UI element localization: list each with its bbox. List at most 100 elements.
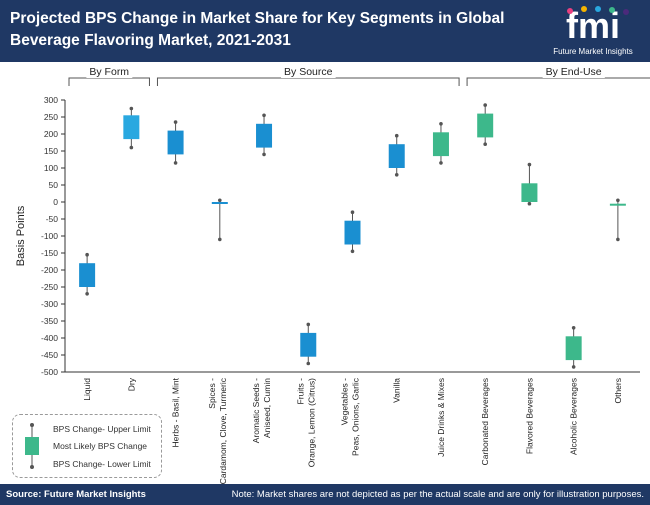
y-tick-label: -350 [41,316,58,326]
category-label: Liquid [82,378,92,401]
chart-title: Projected BPS Change in Market Share for… [10,10,505,49]
legend-likely-label: Most Likely BPS Change [53,441,148,451]
upper-limit-point [85,252,89,257]
upper-limit-point [129,106,134,111]
lower-limit-point [218,237,222,242]
lower-limit-point [306,361,311,366]
logo-dot-purple [623,9,629,15]
category-label: Dry [126,377,136,391]
category-label: Aniseed, Cumin [262,378,272,438]
category-label: Spices - [207,378,217,409]
likely-box [477,113,494,138]
likely-box [256,123,273,148]
group-label-bg [542,66,605,78]
category-label: Alcoholic Beverages [569,378,579,455]
group-label-bg [86,66,133,78]
group-label: By Source [284,66,333,78]
note-text: Note: Market shares are not depicted as … [231,489,644,500]
y-axis-title: Basis Points [15,205,27,266]
upper-limit-point [527,162,532,167]
y-tick-label: 250 [44,112,58,122]
y-tick-label: -50 [46,214,59,224]
y-tick-label: -150 [41,248,58,258]
upper-limit-point [394,133,399,138]
group-bracket [466,77,650,86]
category-label: Juice Drinks & Mixes [436,378,446,457]
upper-limit-point [173,120,178,124]
group-label: By Form [89,66,129,78]
upper-limit-point [571,326,576,330]
y-tick-label: 50 [49,180,59,190]
upper-limit-point [483,103,487,107]
likely-box [211,202,228,204]
group-label: By End-Use [546,66,602,78]
y-tick-label: 150 [44,146,58,156]
logo-dot-sky [595,6,601,12]
y-tick-label: 300 [44,95,58,105]
likely-box [609,203,626,206]
category-label: Orange, Lemon (Citrus) [306,378,316,467]
lower-limit-point [85,292,89,296]
y-tick-label: -100 [41,231,58,241]
likely-box [388,144,405,168]
category-label: Peas, Onions, Garlic [351,377,361,456]
category-label: Carbonated Beverages [480,378,490,465]
lower-limit-point [173,161,178,165]
category-label: Fruits - [295,378,305,405]
header-bar: Projected BPS Change in Market Share for… [0,0,650,62]
legend: BPS Change- Upper Limit Most Likely BPS … [12,414,162,478]
likely-box [344,220,361,245]
y-tick-label: -400 [41,333,58,343]
y-tick-label: -250 [41,282,58,292]
y-tick-label: -450 [41,350,58,360]
lower-limit-point [350,249,355,254]
lower-limit-point [262,152,266,157]
lower-limit-point [129,145,134,150]
group-bracket [156,77,460,86]
upper-limit-point [350,210,355,214]
upper-limit-point [262,113,266,118]
category-label: Vanilla [392,378,402,403]
lower-limit-point [394,173,399,177]
lower-limit-point [616,237,620,242]
upper-limit-point [439,122,443,126]
y-tick-label: 200 [44,129,58,139]
legend-upper-label: BPS Change- Upper Limit [53,424,151,434]
logo-dot-green [609,7,615,13]
logo-dot-yellow [581,6,587,12]
category-label: Vegetables - [340,378,350,425]
lower-limit-point [527,201,532,206]
footer-bar: Source: Future Market Insights Note: Mar… [0,484,650,505]
group-bracket [68,77,150,86]
category-label: Cardamom, Clove, Turmeric [218,377,228,484]
category-label: Others [613,378,623,404]
source-text: Source: Future Market Insights [6,489,146,500]
upper-limit-point [616,198,620,203]
likely-box [79,263,96,287]
lower-limit-point [439,161,443,165]
logo-dot-pink [567,8,573,14]
lower-limit-point [571,365,576,369]
likely-box [432,132,449,157]
lower-limit-point [483,142,487,146]
category-label: Aromatic Seeds - [251,378,261,443]
likely-box [167,130,184,155]
logo-subtitle: Future Market Insights [553,47,633,56]
category-label: Herbs - Basil, Mint [171,377,181,447]
y-tick-label: 100 [44,163,58,173]
box-chart: 300 250 200 150 100 50 0 -50 -100 -150 -200 -250 -30… [15,66,650,484]
likely-box [521,183,538,202]
y-tick-label: -500 [41,367,58,377]
category-label: Flavored Beverages [524,378,534,454]
likely-box [123,115,140,140]
likely-box [565,336,582,361]
fmi-logo: fmi Future Market Insights [553,5,633,56]
y-tick-label: -300 [41,299,58,309]
upper-limit-point [218,198,222,203]
y-tick-label: -200 [41,265,58,275]
legend-box-icon [25,423,39,469]
y-tick-label: 0 [53,197,58,207]
legend-lower-label: BPS Change- Lower Limit [53,459,151,469]
upper-limit-point [306,322,311,327]
likely-box [300,332,317,357]
